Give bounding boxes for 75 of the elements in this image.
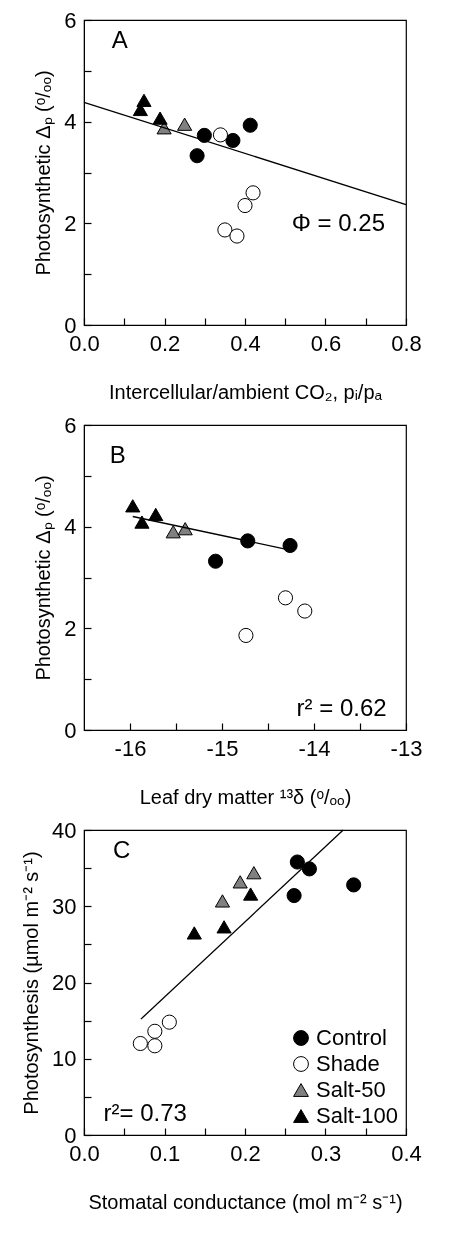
- point: [240, 533, 256, 549]
- x-tick-label: 0.1: [149, 1140, 181, 1166]
- y-tick-label: 6: [64, 412, 77, 438]
- y-tick-label: 0: [64, 717, 77, 743]
- x-tick-label: 0.6: [310, 330, 342, 356]
- annotation: r²= 0.73: [103, 1098, 187, 1126]
- point: [134, 515, 150, 529]
- point: [216, 920, 232, 934]
- point: [212, 127, 229, 143]
- point: [289, 854, 305, 870]
- legend-label: Salt-100: [316, 1103, 398, 1128]
- point: [177, 117, 193, 131]
- point: [242, 117, 258, 133]
- y-tick-label: 6: [64, 7, 77, 33]
- point: [207, 553, 224, 569]
- y-axis-title: Photosynthetic Δₚ (ᵒ/ₒₒ): [32, 70, 56, 276]
- x-tick-label: 0.3: [310, 1140, 342, 1166]
- x-tick-label: 0.8: [391, 330, 422, 356]
- point: [297, 603, 313, 619]
- point: [147, 1038, 163, 1054]
- legend-label: Salt-50: [316, 1077, 386, 1102]
- x-tick-label: 0.4: [391, 1140, 422, 1166]
- y-axis-title: Photosynthetic Δₚ (ᵒ/ₒₒ): [32, 475, 56, 681]
- x-tick-label: -13: [390, 735, 423, 761]
- annotation: A: [111, 26, 128, 54]
- x-tick-label: -16: [114, 735, 147, 761]
- point: [238, 627, 254, 644]
- point: [282, 537, 298, 554]
- x-tick-label: 0.2: [149, 330, 181, 356]
- point: [132, 1035, 148, 1052]
- point: [196, 127, 212, 143]
- legend-label: Shade: [316, 1051, 380, 1076]
- point: [217, 222, 233, 238]
- point: [301, 861, 317, 877]
- point: [229, 228, 245, 244]
- point: [148, 507, 164, 522]
- point: [186, 926, 202, 940]
- point: [152, 111, 168, 125]
- x-tick-label: -15: [206, 735, 239, 761]
- y-tick-label: 30: [52, 893, 77, 919]
- y-tick-label: 10: [52, 1046, 77, 1072]
- annotation: B: [109, 440, 126, 468]
- y-tick-label: 2: [64, 210, 77, 236]
- x-tick-label: 0.2: [230, 1140, 261, 1166]
- x-axis-title: Intercellular/ambient CO₂, pᵢ/pₐ: [109, 380, 383, 403]
- point: [232, 875, 248, 889]
- y-tick-label: 2: [64, 615, 77, 641]
- y-tick-label: 20: [52, 970, 77, 995]
- annotation: C: [112, 836, 131, 864]
- point: [237, 197, 253, 214]
- point: [161, 1014, 177, 1030]
- point: [177, 522, 193, 536]
- point: [165, 525, 181, 539]
- x-axis-title: Stomatal conductance (mol m⁻² s⁻¹): [88, 1190, 403, 1213]
- point: [147, 1023, 163, 1039]
- x-axis-title: Leaf dry matter ¹³δ (ᵒ/ₒₒ): [139, 785, 352, 808]
- y-tick-label: 40: [52, 817, 77, 843]
- point: [245, 185, 261, 201]
- point: [125, 499, 141, 513]
- y-tick-label: 4: [64, 514, 77, 540]
- point: [225, 132, 241, 149]
- annotation: Φ = 0.25: [291, 209, 385, 237]
- point: [243, 887, 259, 901]
- point: [214, 894, 231, 908]
- annotation: r² = 0.62: [296, 693, 387, 721]
- point: [286, 888, 302, 904]
- y-axis-title: Photosynthesis (µmol m⁻² s⁻¹): [20, 851, 43, 1115]
- y-tick-label: 4: [64, 109, 77, 135]
- legend-label: Control: [316, 1025, 387, 1050]
- point: [189, 148, 205, 164]
- x-tick-label: -14: [298, 735, 331, 761]
- point: [246, 866, 262, 880]
- point: [277, 590, 294, 606]
- point: [346, 877, 362, 893]
- x-tick-label: 0.4: [230, 330, 261, 356]
